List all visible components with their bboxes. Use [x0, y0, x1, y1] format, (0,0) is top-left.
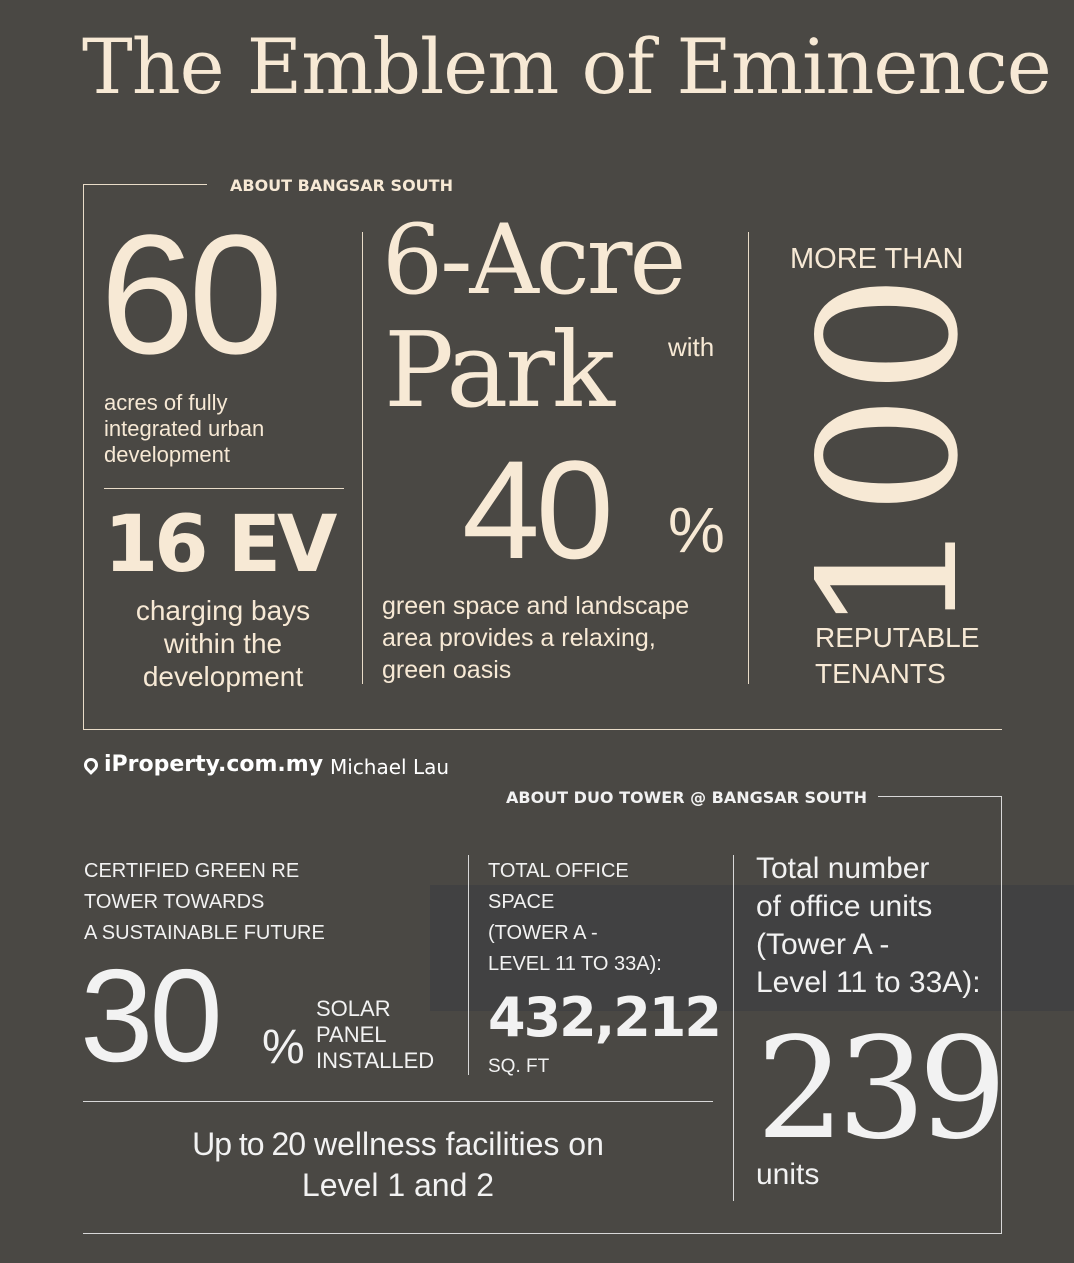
text-line: (TOWER A -: [488, 922, 598, 944]
divider: [748, 232, 749, 684]
text-line: development: [104, 442, 230, 467]
frame-right: [1001, 796, 1002, 1234]
park-line2: Park: [384, 309, 615, 431]
text-line: TOTAL OFFICE: [488, 860, 629, 882]
text-line: SOLAR: [316, 996, 391, 1021]
text-line: of office units: [756, 890, 933, 923]
divider: [104, 488, 344, 489]
wellness-desc: wellness facilities on: [305, 1126, 604, 1162]
frame-top-left: [83, 184, 207, 185]
frame-left: [83, 184, 84, 730]
ev-value: 16 EV: [104, 500, 337, 590]
green-unit: %: [668, 494, 725, 566]
text-line: LEVEL 11 TO 33A):: [488, 953, 662, 975]
text-line: TENANTS: [815, 658, 946, 689]
text-line: REPUTABLE: [815, 622, 980, 653]
watermark: iProperty.com.my: [81, 752, 324, 777]
frame-bottom: [83, 1233, 1002, 1234]
acres-text: acres of fully integrated urban developm…: [104, 390, 264, 468]
text-line: area provides a relaxing,: [382, 624, 656, 652]
section-heading: ABOUT DUO TOWER @ BANGSAR SOUTH: [506, 788, 867, 807]
text-line: green space and landscape: [382, 592, 690, 620]
section-heading: ABOUT BANGSAR SOUTH: [230, 176, 453, 195]
page-title: The Emblem of Eminence: [82, 22, 1052, 111]
text-line: INSTALLED: [316, 1048, 435, 1073]
wellness-text: Up to 20 wellness facilities on Level 1 …: [83, 1124, 713, 1206]
text-line: A SUSTAINABLE FUTURE: [84, 922, 325, 944]
park-line1: 6-Acre: [382, 204, 686, 316]
office-space-label: TOTAL OFFICE SPACE (TOWER A - LEVEL 11 T…: [488, 856, 662, 980]
watermark-agent: Michael Lau: [330, 755, 450, 779]
solar-text: SOLAR PANEL INSTALLED: [316, 996, 434, 1074]
tenants-prefix: MORE THAN: [790, 243, 964, 275]
watermark-band: [430, 885, 1074, 1011]
units-unit: units: [756, 1158, 820, 1191]
green-text: green space and landscape area provides …: [382, 590, 689, 686]
text-line: development: [142, 661, 304, 692]
divider: [468, 855, 469, 1075]
text-line: TOWER TOWARDS: [84, 891, 265, 913]
wellness-count: Up to 20: [192, 1126, 306, 1162]
text-line: within the: [163, 628, 283, 659]
text-line: Level 11 to 33A):: [756, 966, 981, 999]
text-line: Level 1 and 2: [301, 1167, 495, 1203]
tenants-text: REPUTABLE TENANTS: [815, 620, 979, 692]
tenants-value: 100: [779, 273, 1000, 637]
text-line: SPACE: [488, 891, 555, 913]
solar-unit: %: [262, 1021, 305, 1074]
text-line: charging bays: [135, 595, 311, 626]
divider: [733, 855, 734, 1201]
text-line: integrated urban: [104, 416, 265, 441]
text-line: green oasis: [382, 656, 512, 684]
divider: [362, 232, 363, 684]
park-with: with: [668, 332, 715, 362]
green-cert-text: CERTIFIED GREEN RE TOWER TOWARDS A SUSTA…: [84, 856, 325, 949]
frame-bottom: [83, 729, 1002, 730]
ev-text: charging bays within the development: [104, 594, 342, 693]
text-line: CERTIFIED GREEN RE: [84, 860, 300, 882]
green-value: 40: [462, 431, 614, 588]
text-line: (Tower A -: [756, 928, 890, 961]
frame-top-right: [878, 796, 1002, 797]
text-line: acres of fully: [104, 390, 228, 415]
units-label: Total number of office units (Tower A - …: [756, 850, 981, 1002]
divider: [83, 1101, 713, 1102]
units-value: 239: [756, 1008, 1007, 1171]
watermark-brand: iProperty.com.my: [104, 752, 324, 777]
text-line: Up to 20 wellness facilities on: [83, 1124, 713, 1165]
office-space-value: 432,212: [488, 986, 722, 1049]
office-space-unit: SQ. FT: [488, 1056, 550, 1077]
text-line: PANEL: [316, 1022, 387, 1047]
location-pin-icon: [81, 755, 101, 775]
solar-value: 30: [80, 942, 223, 1089]
text-line: Total number: [756, 852, 930, 885]
acres-value: 60: [100, 200, 283, 390]
